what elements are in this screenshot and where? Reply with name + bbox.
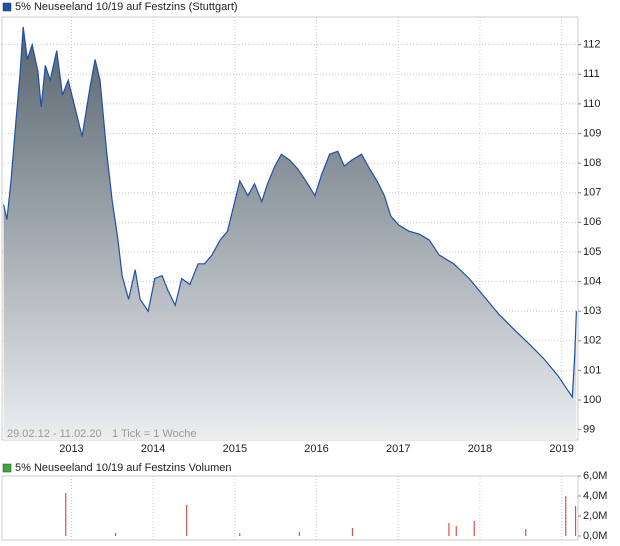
x-tick-label: 2016 — [304, 443, 328, 455]
volume-bar — [455, 526, 457, 536]
legend-swatch — [2, 463, 12, 473]
tick-note: 1 Tick = 1 Woche — [112, 428, 196, 440]
y-tick-label: 102 — [583, 335, 601, 347]
price-line — [3, 26, 577, 399]
area-fill — [3, 26, 577, 441]
y-tick-label: 111 — [583, 68, 600, 80]
x-tick-label: 2019 — [549, 443, 573, 455]
y-tick-label: 103 — [583, 305, 601, 317]
volume-bar — [574, 506, 577, 536]
y-tick-label: 100 — [583, 394, 601, 406]
volume-bar — [473, 521, 475, 536]
legend-swatch — [2, 2, 12, 12]
y-tick-label: 0,0M — [583, 530, 607, 542]
y-tick-label: 101 — [583, 364, 601, 376]
y-tick-label: 106 — [583, 216, 601, 228]
y-tick-label: 108 — [583, 157, 601, 169]
y-tick-label: 99 — [583, 424, 595, 436]
y-tick-label: 4,0M — [583, 490, 607, 502]
volume-bar — [186, 505, 188, 536]
x-tick-label: 2015 — [223, 443, 247, 455]
volume-frame — [1, 475, 579, 541]
y-tick-label: 107 — [583, 187, 601, 199]
x-tick-label: 2013 — [59, 443, 83, 455]
y-tick-label: 110 — [583, 98, 601, 110]
volume-bar — [351, 528, 354, 536]
price-panel: 99 100 101 102 103 104 105 106 107 108 109 110 111 11… — [2, 17, 601, 455]
volume-title: 5% Neuseeland 10/19 auf Festzins Volumen — [15, 462, 231, 474]
y-tick-label: 2,0M — [583, 510, 607, 522]
x-tick-label: 2018 — [468, 443, 492, 455]
volume-bar — [565, 496, 567, 536]
y-tick-label: 6,0M — [583, 470, 607, 482]
y-tick-label: 109 — [583, 127, 601, 139]
volume-bar — [525, 529, 527, 536]
y-tick-label: 112 — [583, 39, 601, 51]
volume-bar — [114, 533, 117, 536]
volume-bar — [239, 533, 241, 536]
chart-title: 5% Neuseeland 10/19 auf Festzins (Stuttg… — [15, 1, 238, 13]
volume-bar — [298, 532, 300, 536]
volume-panel: 0,0M 2,0M 4,0M 6,0M — [65, 470, 607, 542]
date-range: 29.02.12 - 11.02.20 — [7, 428, 102, 440]
volume-bar — [65, 493, 67, 536]
x-tick-label: 2014 — [141, 443, 165, 455]
x-tick-label: 2017 — [386, 443, 410, 455]
y-tick-label: 104 — [583, 275, 601, 287]
volume-bar — [448, 523, 450, 536]
y-tick-label: 105 — [583, 246, 601, 258]
